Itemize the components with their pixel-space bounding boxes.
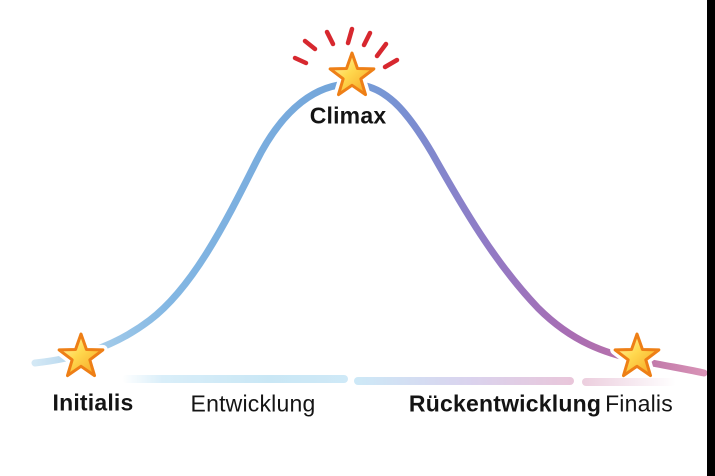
highlight-band-finalis <box>582 378 676 386</box>
star-icon-finalis <box>615 334 659 376</box>
label-climax: Climax <box>309 102 387 129</box>
highlight-band-rueckentwicklung <box>354 377 574 385</box>
label-initialis: Initialis <box>52 389 134 416</box>
label-rueckentwicklung: Rückentwicklung <box>408 390 602 417</box>
star-icon-climax <box>330 53 374 95</box>
label-entwicklung: Entwicklung <box>190 390 316 417</box>
label-finalis: Finalis <box>605 390 673 417</box>
right-edge-bar <box>707 0 715 476</box>
star-icon-initialis <box>59 334 103 376</box>
highlight-band-entwicklung <box>122 375 348 383</box>
sparkle-rays-icon <box>292 26 400 70</box>
tension-curve <box>31 80 708 377</box>
